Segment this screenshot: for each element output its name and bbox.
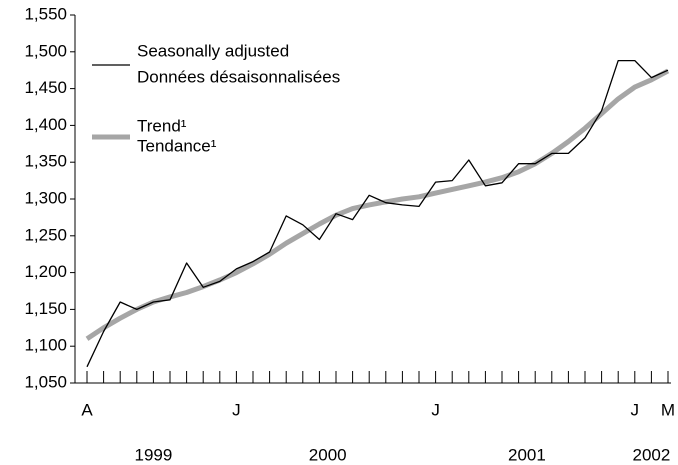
y-tick-label: 1,200 [24, 262, 67, 281]
legend-label: Tendance¹ [137, 136, 217, 155]
year-label: 2002 [632, 445, 670, 464]
y-tick-label: 1,500 [24, 41, 67, 60]
y-tick-label: 1,350 [24, 152, 67, 171]
y-tick-label: 1,050 [24, 372, 67, 391]
y-tick-label: 1,250 [24, 225, 67, 244]
x-tick-label: J [232, 400, 241, 419]
x-tick-label: J [431, 400, 440, 419]
series-line [86, 59, 669, 368]
legend-label: Données désaisonnalisées [137, 67, 340, 86]
series-line [85, 68, 670, 341]
x-tick-label: M [661, 400, 675, 419]
y-tick-label: 1,400 [24, 115, 67, 134]
x-tick-label: A [81, 400, 93, 419]
year-label: 1999 [134, 445, 172, 464]
legend-label: Trend¹ [137, 116, 187, 135]
legend-label: Seasonally adjusted [137, 41, 289, 60]
y-tick-label: 1,300 [24, 188, 67, 207]
y-tick-label: 1,150 [24, 299, 67, 318]
y-tick-label: 1,100 [24, 336, 67, 355]
y-tick-label: 1,450 [24, 78, 67, 97]
year-label: 2001 [508, 445, 546, 464]
y-tick-label: 1,550 [24, 4, 67, 23]
x-tick-label: J [631, 400, 640, 419]
year-label: 2000 [309, 445, 347, 464]
